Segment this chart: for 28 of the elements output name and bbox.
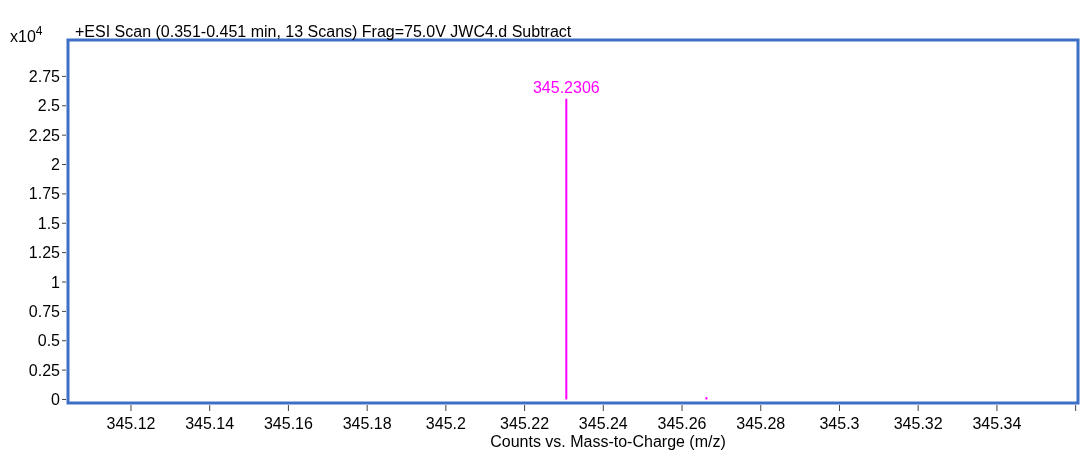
- x-tick-label: 345.3: [819, 415, 860, 432]
- x-tick-label: 345.16: [263, 415, 313, 432]
- y-tick-label: 0: [51, 391, 61, 409]
- y-tick-label: 2: [51, 156, 61, 174]
- x-tick-label: 345.18: [342, 415, 392, 432]
- y-tick-label: 1.25: [28, 244, 61, 262]
- y-tick-label: 0.75: [28, 302, 61, 320]
- y-tick-label: 1.5: [37, 214, 61, 232]
- chart-title: +ESI Scan (0.351-0.451 min, 13 Scans) Frag=75.0V JWC4.d Subtract: [75, 23, 572, 40]
- x-tick-label: 345.32: [893, 415, 943, 432]
- x-tick-label: 345.34: [972, 415, 1022, 432]
- x-tick-label: 345.22: [500, 415, 550, 432]
- y-axis-title: x10$^{4}$: [10, 24, 43, 45]
- y-tick-label: 2.5: [37, 97, 61, 115]
- y-tick-label: 2.75: [28, 68, 61, 86]
- y-tick-label: 1: [51, 273, 61, 291]
- y-tick-label: 0.5: [37, 332, 61, 350]
- x-tick-label: 345.14: [185, 415, 235, 432]
- y-tick-label: 0.25: [28, 361, 61, 379]
- x-tick-label: 345.12: [106, 415, 156, 432]
- x-tick-label: 345.26: [657, 415, 707, 432]
- x-axis-title: Counts vs. Mass-to-Charge (m/z): [490, 433, 726, 450]
- annotation: 345.2306: [532, 78, 600, 96]
- y-tick-label: 2.25: [28, 126, 61, 144]
- x-tick-label: 345.2: [425, 415, 466, 432]
- x-tick-label: 345.28: [736, 415, 786, 432]
- x-tick-label: 345.24: [578, 415, 628, 432]
- y-tick-label: 1.75: [28, 185, 61, 203]
